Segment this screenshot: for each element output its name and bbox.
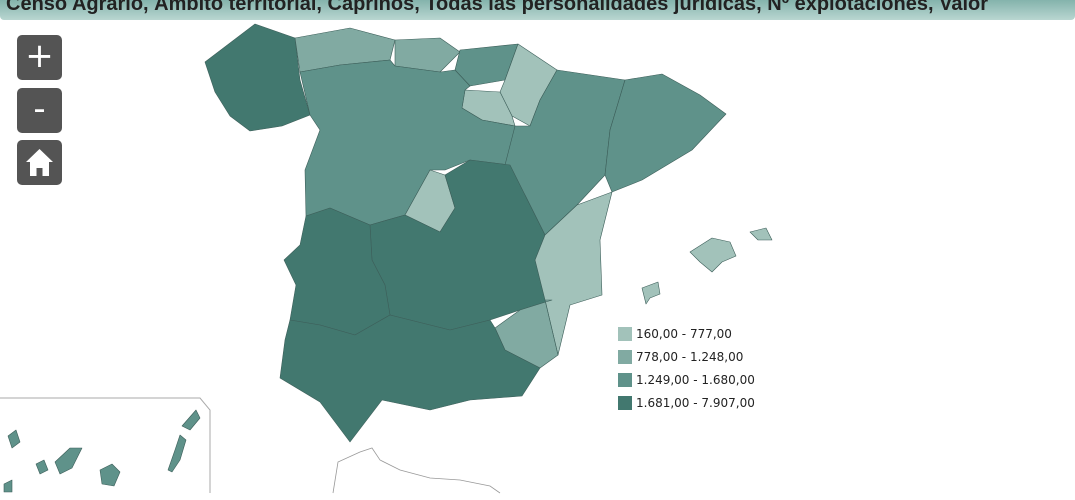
region-canarias-6: [7, 429, 21, 449]
home-button[interactable]: [17, 140, 62, 185]
inset-frame: [0, 397, 211, 493]
region-andalucia: [279, 314, 541, 443]
region-pais-vasco: [454, 43, 519, 87]
legend-label: 160,00 - 777,00: [636, 327, 732, 341]
map-title: Censo Agrario, Ámbito territorial, Capri…: [6, 0, 989, 15]
regions: [3, 23, 773, 493]
region-canarias-2: [181, 409, 201, 431]
zoom-in-button[interactable]: +: [17, 35, 62, 80]
home-icon: [26, 149, 53, 176]
region-ibiza: [641, 281, 661, 305]
legend: 160,00 - 777,00 778,00 - 1.248,00 1.249,00…: [618, 327, 755, 410]
region-galicia: [204, 23, 311, 132]
region-menorca: [749, 227, 773, 241]
region-canarias-1: [167, 434, 187, 473]
region-mallorca: [689, 237, 737, 273]
zoom-out-button[interactable]: -: [17, 88, 62, 133]
region-cataluna: [604, 73, 727, 193]
title-bar: Censo Agrario, Ámbito territorial, Capri…: [0, 0, 1075, 20]
region-valencia: [534, 191, 613, 356]
legend-swatch: [618, 396, 632, 410]
africa-outline: [332, 447, 501, 494]
legend-swatch: [618, 327, 632, 341]
legend-label: 778,00 - 1.248,00: [636, 350, 743, 364]
legend-label: 1.249,00 - 1.680,00: [636, 373, 755, 387]
legend-swatch: [618, 350, 632, 364]
region-canarias-5: [35, 459, 49, 475]
region-canarias-4: [54, 447, 83, 475]
legend-label: 1.681,00 - 7.907,00: [636, 396, 755, 410]
region-cantabria: [394, 37, 461, 73]
legend-swatch: [618, 373, 632, 387]
region-canarias-7: [3, 479, 13, 493]
region-canarias-3: [99, 463, 121, 487]
